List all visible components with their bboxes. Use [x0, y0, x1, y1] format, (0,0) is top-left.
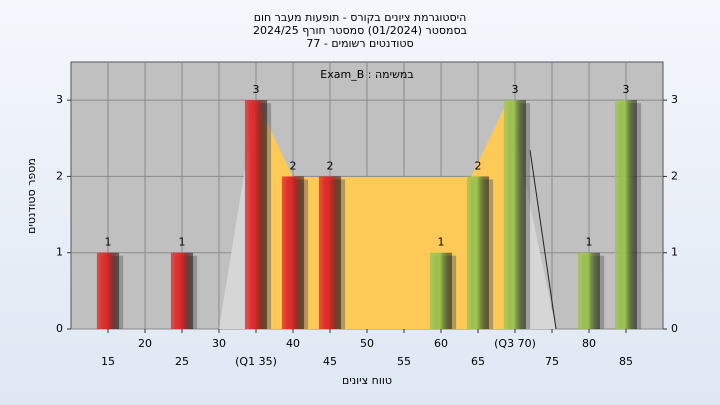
bar: [96, 252, 120, 329]
value-label: 3: [623, 83, 630, 96]
value-label: 1: [179, 236, 186, 249]
x-tick-label: 45: [323, 355, 337, 368]
x-tick-label: 25: [175, 355, 189, 368]
y2-tick-label: 1: [671, 246, 678, 259]
y-tick-label: 2: [56, 169, 63, 182]
value-label: 1: [105, 236, 112, 249]
bar: [281, 176, 305, 329]
x-tick-label: 85: [619, 355, 633, 368]
x-tick-label: 30: [212, 337, 226, 350]
y2-tick-label: 2: [671, 169, 678, 182]
value-label: 3: [512, 83, 519, 96]
annotation: Exam_B : במשימה: [320, 68, 413, 81]
bar: [170, 252, 194, 329]
x-tick-label: 20: [138, 337, 152, 350]
x-tick-label: 75: [545, 355, 559, 368]
bar: [503, 100, 527, 330]
chart-title: היסטוגרמת ציונים בקורס - תופעות מעבר חום: [254, 11, 467, 24]
x-tick-label: 60: [434, 337, 448, 350]
x-tick-label: 40: [286, 337, 300, 350]
bar: [318, 176, 342, 329]
bar: [429, 252, 453, 329]
x-tick-label: (Q1 35): [235, 355, 277, 368]
y-tick-label: 3: [56, 93, 63, 106]
whisker-line: [529, 149, 557, 330]
chart-subtitle: סטודנטים רשומים - 77: [306, 37, 413, 50]
y2-tick-label: 3: [671, 93, 678, 106]
value-label: 2: [475, 159, 482, 172]
value-label: 1: [586, 236, 593, 249]
x-tick-label: 65: [471, 355, 485, 368]
y-axis-title: מספר סטודנטים: [25, 158, 38, 234]
value-label: 1: [438, 236, 445, 249]
bar: [614, 100, 638, 330]
x-tick-label: 80: [582, 337, 596, 350]
y-tick-label: 1: [56, 246, 63, 259]
bar: [244, 100, 268, 330]
value-label: 2: [290, 159, 297, 172]
value-label: 2: [327, 159, 334, 172]
value-label: 3: [253, 83, 260, 96]
x-tick-label: 15: [101, 355, 115, 368]
bar: [466, 176, 490, 329]
bar: [577, 252, 601, 329]
y2-tick-label: 0: [671, 322, 678, 335]
x-tick-label: 50: [360, 337, 374, 350]
x-tick-label: (Q3 70): [494, 337, 536, 350]
chart-subtitle: בסמסטר (01/2024) סמסטר חורף 2024/25: [253, 24, 467, 37]
x-tick-label: 55: [397, 355, 411, 368]
y-tick-label: 0: [56, 322, 63, 335]
x-axis-title: טווח ציונים: [342, 374, 392, 387]
